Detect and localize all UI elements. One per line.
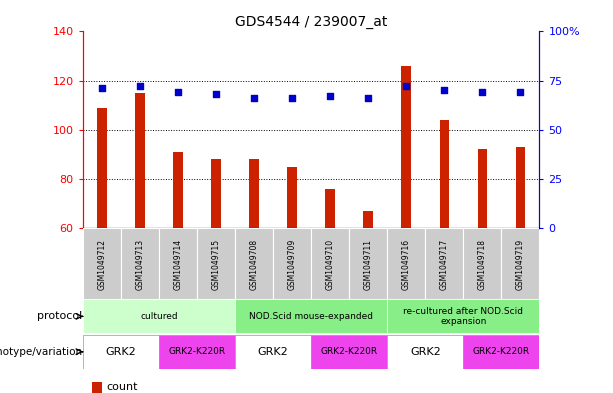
Point [135,83,145,90]
Bar [211,159,221,228]
Text: genotype/variation: genotype/variation [0,347,82,357]
Point [516,89,525,95]
FancyBboxPatch shape [83,335,159,369]
FancyBboxPatch shape [159,228,197,299]
Text: cultured: cultured [140,312,178,321]
FancyBboxPatch shape [121,228,159,299]
Point [402,83,411,90]
Text: GSM1049714: GSM1049714 [173,239,183,290]
Bar [287,167,297,228]
Text: GRK2: GRK2 [257,347,288,357]
FancyBboxPatch shape [83,228,121,299]
FancyBboxPatch shape [159,335,235,369]
Text: GSM1049708: GSM1049708 [249,239,259,290]
Text: GRK2-K220R: GRK2-K220R [169,347,226,356]
Text: GSM1049710: GSM1049710 [326,239,335,290]
Text: GSM1049718: GSM1049718 [478,239,487,290]
FancyBboxPatch shape [235,228,273,299]
Point [97,85,107,92]
Bar [364,211,373,228]
Point [173,89,183,95]
Text: GRK2-K220R: GRK2-K220R [473,347,530,356]
Text: protocol: protocol [37,311,82,321]
Bar [516,147,525,228]
Point [440,87,449,94]
Text: GSM1049717: GSM1049717 [440,239,449,290]
FancyBboxPatch shape [311,335,387,369]
Point [326,93,335,99]
Bar [402,66,411,228]
Bar [326,189,335,228]
Point [478,89,487,95]
FancyBboxPatch shape [387,299,539,333]
Title: GDS4544 / 239007_at: GDS4544 / 239007_at [235,15,387,29]
FancyBboxPatch shape [235,299,387,333]
Point [364,95,373,101]
Text: GSM1049709: GSM1049709 [287,239,297,290]
Text: GSM1049713: GSM1049713 [135,239,144,290]
Bar [478,149,487,228]
FancyBboxPatch shape [273,228,311,299]
Text: GSM1049711: GSM1049711 [364,239,373,290]
Bar [92,382,102,393]
FancyBboxPatch shape [501,228,539,299]
Bar [173,152,183,228]
Point [211,91,221,97]
Text: GSM1049715: GSM1049715 [211,239,221,290]
Bar [135,93,145,228]
Text: GSM1049712: GSM1049712 [97,239,106,290]
Text: re-cultured after NOD.Scid
expansion: re-cultured after NOD.Scid expansion [403,307,524,326]
Text: GRK2: GRK2 [105,347,136,357]
FancyBboxPatch shape [197,228,235,299]
FancyBboxPatch shape [311,228,349,299]
FancyBboxPatch shape [83,299,235,333]
Bar [440,120,449,228]
Text: count: count [107,382,138,393]
Text: GRK2: GRK2 [410,347,441,357]
Text: NOD.Scid mouse-expanded: NOD.Scid mouse-expanded [249,312,373,321]
FancyBboxPatch shape [235,335,311,369]
FancyBboxPatch shape [387,228,425,299]
FancyBboxPatch shape [425,228,463,299]
Bar [97,108,107,228]
FancyBboxPatch shape [463,228,501,299]
FancyBboxPatch shape [349,228,387,299]
FancyBboxPatch shape [387,335,463,369]
Text: GRK2-K220R: GRK2-K220R [321,347,378,356]
Text: GSM1049719: GSM1049719 [516,239,525,290]
Point [287,95,297,101]
FancyBboxPatch shape [463,335,539,369]
Point [249,95,259,101]
Bar [249,159,259,228]
Text: GSM1049716: GSM1049716 [402,239,411,290]
